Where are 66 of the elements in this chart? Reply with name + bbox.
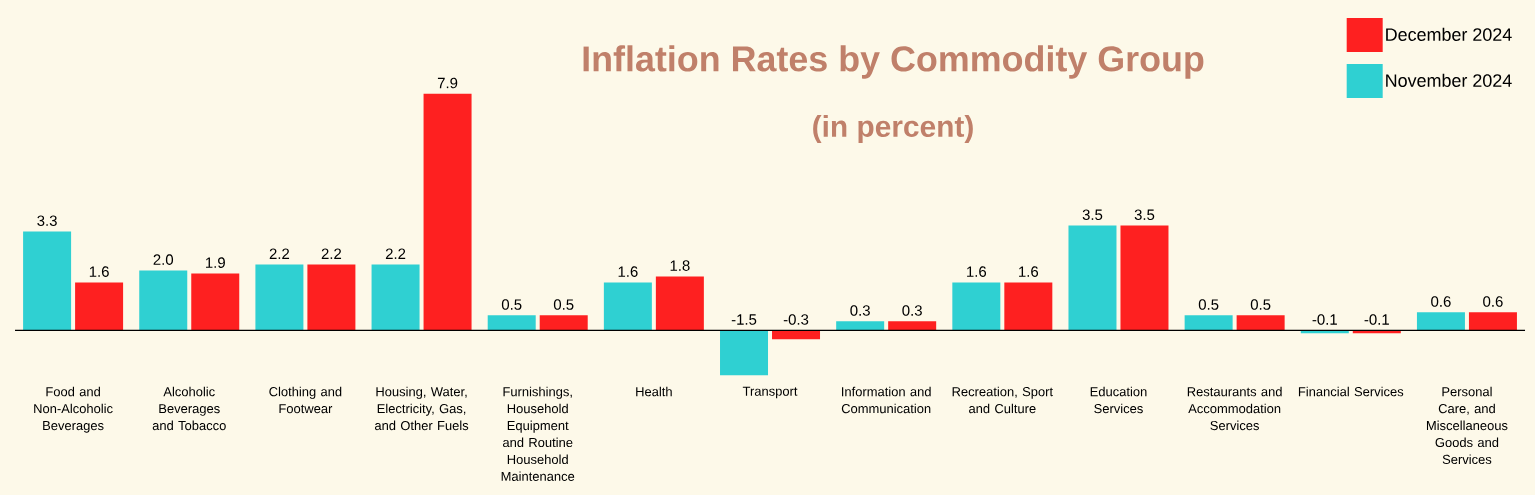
x-tick-label: Furnishings, Household Equipment and Routine Household Maintenance	[501, 386, 575, 481]
bar	[191, 273, 240, 331]
bar	[836, 321, 885, 331]
x-tick-label: Transport	[742, 386, 798, 399]
data-label: 3.3	[37, 215, 57, 226]
data-label: 1.8	[670, 260, 690, 271]
bar	[307, 264, 356, 331]
x-tick-label: Health	[636, 386, 672, 397]
bar	[487, 315, 536, 331]
legend-label: December 2024	[1386, 27, 1512, 41]
data-label: -0.1	[1364, 314, 1389, 325]
bar	[1068, 225, 1117, 331]
x-tick-label: Information and Communication	[841, 386, 931, 414]
x-tick-label: Clothing and Footwear	[269, 386, 342, 414]
data-label: 0.5	[553, 299, 574, 310]
bar	[23, 231, 72, 331]
bar	[371, 264, 420, 331]
bar	[539, 315, 588, 331]
bar	[952, 282, 1001, 331]
data-label: 0.5	[1250, 299, 1271, 310]
x-tick-label: Food and Non-Alcoholic Beverages	[34, 386, 113, 433]
data-label: -1.5	[731, 314, 757, 325]
data-label: 3.5	[1082, 209, 1103, 221]
bar	[720, 330, 769, 376]
data-label: 2.2	[385, 248, 406, 259]
data-label: -0.3	[783, 314, 809, 325]
data-label: 0.3	[850, 305, 870, 316]
bar	[1184, 315, 1233, 331]
data-label: 0.3	[902, 305, 922, 316]
bar	[888, 321, 937, 331]
data-label: 1.6	[1019, 266, 1039, 277]
x-tick-label: Financial Services	[1298, 386, 1404, 397]
data-label: 1.6	[89, 266, 109, 277]
bar	[139, 270, 188, 331]
x-tick-label: Housing, Water, Electricity, Gas, and Other Fuels	[374, 386, 469, 431]
data-label: 1.6	[967, 266, 987, 277]
data-label: 0.6	[1431, 296, 1451, 307]
x-tick-label: Personal Care, and Miscellaneous Goods and Services	[1426, 386, 1508, 464]
bar	[255, 264, 304, 331]
data-label: 0.5	[1198, 299, 1219, 310]
bar	[655, 276, 704, 331]
data-label: 1.6	[618, 266, 638, 277]
legend-label: November 2024	[1386, 73, 1512, 87]
data-label: 2.2	[269, 248, 290, 259]
data-label: 7.9	[437, 77, 458, 89]
bar	[603, 282, 652, 331]
bar	[1120, 225, 1169, 331]
data-label: 0.5	[501, 299, 522, 310]
x-tick-label: Alcoholic Beverages and Tobacco	[152, 386, 226, 431]
bar	[1468, 312, 1517, 331]
data-label: -0.1	[1312, 314, 1337, 325]
chart-title: Inflation Rates by Commodity Group	[583, 45, 1204, 79]
x-tick-label: Recreation, Sport and Culture	[952, 386, 1053, 414]
data-label: 0.6	[1483, 296, 1503, 307]
data-label: 2.2	[321, 248, 342, 259]
bar	[1004, 282, 1053, 331]
data-label: 1.9	[206, 257, 225, 268]
data-label: 2.0	[153, 254, 174, 265]
bar	[423, 93, 472, 331]
bar	[75, 282, 124, 331]
text: (in percent)	[813, 115, 973, 143]
x-tick-label: Restaurants and Accommodation Services	[1187, 386, 1282, 431]
bar	[1236, 315, 1285, 331]
data-label: 3.5	[1134, 209, 1155, 221]
bar	[1416, 312, 1465, 331]
x-tick-label: Education Services	[1090, 386, 1147, 414]
